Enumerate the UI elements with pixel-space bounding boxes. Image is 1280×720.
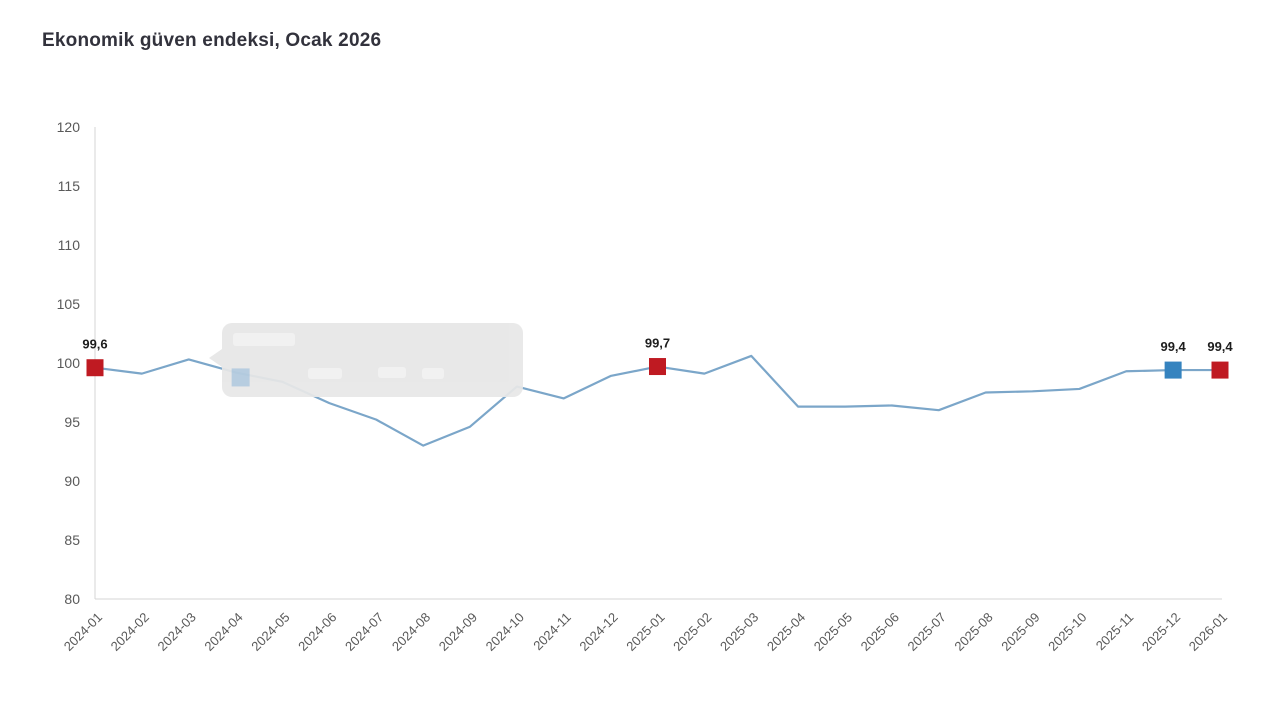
x-axis-label: 2024-03 — [155, 610, 199, 654]
x-axis-label: 2024-08 — [389, 610, 433, 654]
x-axis-label: 2025-01 — [623, 610, 667, 654]
chart-title: Ekonomik güven endeksi, Ocak 2026 — [42, 30, 382, 51]
y-axis-label: 90 — [64, 473, 80, 489]
y-axis-label: 95 — [64, 414, 80, 430]
x-axis-label: 2024-12 — [576, 610, 620, 654]
x-axis-label: 2024-09 — [436, 610, 480, 654]
y-axis-label: 110 — [58, 237, 81, 253]
y-axis-label: 105 — [57, 296, 81, 312]
x-axis-label: 2025-07 — [905, 610, 949, 654]
x-axis-label: 2025-09 — [998, 610, 1042, 654]
x-axis-label: 2024-11 — [530, 610, 574, 654]
x-axis-label: 2025-06 — [858, 610, 902, 654]
x-axis-label: 2025-05 — [811, 610, 855, 654]
highlight-marker-2025-01[interactable] — [649, 358, 666, 376]
y-axis-label: 115 — [58, 178, 81, 194]
y-axis-label: 100 — [57, 355, 81, 371]
x-axis-label: 2024-10 — [483, 610, 527, 654]
x-axis-label: 2024-06 — [295, 610, 339, 654]
x-axis-label: 2025-10 — [1045, 610, 1089, 654]
y-axis-label: 80 — [64, 591, 80, 607]
ghost-tooltip — [209, 323, 523, 397]
x-axis-label: 2026-01 — [1186, 610, 1230, 654]
highlight-marker-2026-01[interactable] — [1211, 361, 1229, 379]
x-axis-label: 2025-08 — [951, 610, 995, 654]
x-axis-label: 2025-12 — [1139, 610, 1183, 654]
ghost-tooltip-text — [378, 367, 406, 378]
y-axis-label: 120 — [57, 119, 81, 135]
value-label-2024-01: 99,6 — [82, 337, 107, 352]
ghost-hover-marker — [231, 368, 250, 387]
ghost-tooltip-text — [308, 368, 342, 379]
x-axis-label: 2024-02 — [108, 610, 152, 654]
x-axis-label: 2024-07 — [342, 610, 386, 654]
y-axis-label: 85 — [64, 532, 80, 548]
ghost-tooltip-arrow — [209, 349, 222, 367]
highlight-marker-2024-01[interactable] — [86, 359, 104, 377]
value-label-2026-01: 99,4 — [1207, 339, 1233, 354]
ghost-tooltip-box — [222, 323, 523, 397]
x-axis-label: 2025-04 — [764, 610, 808, 654]
value-label-2025-12: 99,4 — [1160, 339, 1186, 354]
x-axis-label: 2025-03 — [717, 610, 761, 654]
ghost-tooltip-text — [422, 368, 444, 379]
x-axis-label: 2024-05 — [248, 610, 292, 654]
highlight-marker-2025-12[interactable] — [1164, 361, 1182, 379]
x-axis-label: 2025-02 — [670, 610, 714, 654]
x-axis-label: 2024-04 — [201, 610, 245, 654]
x-axis-label: 2024-01 — [61, 610, 105, 654]
ghost-tooltip-text — [233, 333, 295, 346]
value-label-2025-01: 99,7 — [645, 336, 670, 351]
x-axis-label: 2025-11 — [1093, 610, 1137, 654]
